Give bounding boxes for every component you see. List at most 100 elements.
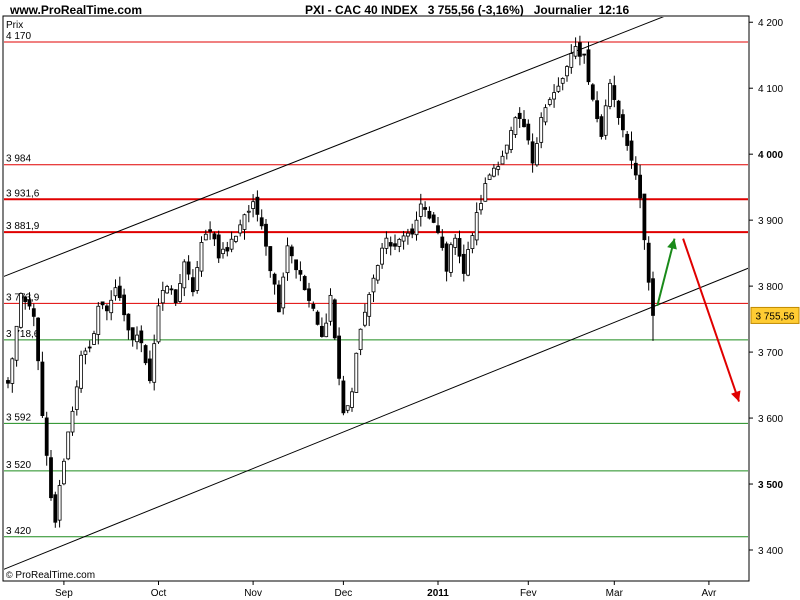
candle-body	[186, 261, 191, 275]
candle-body	[431, 214, 436, 223]
y-tick-label: 3 600	[758, 414, 783, 425]
candles-layer	[6, 35, 655, 528]
candle-body	[246, 210, 251, 213]
site-url[interactable]: www.ProRealTime.com	[10, 3, 143, 17]
candle-body	[513, 117, 518, 135]
x-tick-label: Avr	[701, 588, 716, 599]
candle-body	[569, 53, 574, 68]
candle-body	[332, 299, 337, 339]
candle-body	[44, 417, 49, 456]
candle-body	[281, 276, 286, 309]
candle-body	[345, 405, 350, 411]
y-tick-label: 3 400	[758, 546, 783, 557]
candle-body	[414, 219, 419, 236]
level-label: 3 592	[6, 412, 31, 423]
candle-body	[160, 289, 165, 304]
candle-body	[126, 313, 131, 331]
level-label: 4 170	[6, 31, 31, 42]
candle-body	[646, 242, 651, 283]
y-tick-label: 3 500	[758, 480, 783, 491]
candle-body	[105, 305, 109, 312]
candle-body	[122, 294, 126, 316]
candle-body	[40, 361, 45, 416]
arrow-up-icon	[667, 238, 677, 250]
candle-body	[225, 247, 230, 252]
chart-title: PXI - CAC 40 INDEX 3 755,56 (-3,16%) Jou…	[305, 3, 630, 17]
y-tick-label: 3 700	[758, 348, 783, 359]
candle-body	[517, 112, 522, 119]
arrow-shaft	[682, 238, 740, 402]
candle-body	[315, 311, 320, 325]
candle-body	[182, 261, 187, 289]
x-axis: Sep Oct Nov Dec 2011 Fev Mar Avr	[55, 581, 717, 599]
candle-body	[18, 293, 23, 328]
x-tick-label: Mar	[606, 588, 624, 599]
candle-body	[285, 245, 290, 274]
candle-body	[470, 235, 475, 249]
last-price-box	[750, 306, 800, 324]
x-tick-label: Sep	[55, 588, 73, 599]
candle-body	[504, 144, 509, 154]
level-label: 3 881,9	[6, 221, 40, 232]
candle-body	[268, 246, 273, 272]
candle-body	[522, 118, 526, 128]
candle-body	[169, 288, 174, 291]
level-label: 3 773,9	[6, 292, 40, 303]
candle-body	[31, 308, 36, 317]
copyright-notice: © ProRealTime.com	[6, 570, 95, 581]
arrow-down-icon	[731, 390, 741, 402]
candle-body	[208, 229, 213, 232]
candle-body	[526, 123, 531, 141]
trend-line	[4, 17, 665, 277]
trend-lines-layer	[4, 17, 748, 570]
candle-body	[143, 345, 148, 364]
candle-body	[380, 247, 385, 265]
y-tick-label: 4 200	[758, 18, 783, 29]
candle-body	[36, 317, 40, 362]
candle-body	[543, 107, 548, 123]
candle-body	[573, 46, 578, 57]
candle-body	[100, 301, 105, 306]
candle-body	[547, 99, 552, 105]
x-tick-label: Dec	[335, 588, 353, 599]
level-label: 3 520	[6, 460, 31, 471]
candle-body	[633, 162, 638, 176]
candle-body	[599, 116, 604, 137]
candle-body	[590, 84, 595, 100]
candle-body	[608, 82, 612, 107]
candle-body	[603, 105, 608, 136]
candle-body	[625, 133, 630, 146]
candle-body	[135, 334, 139, 343]
candle-body	[147, 358, 152, 382]
candle-body	[337, 335, 342, 379]
candle-body	[255, 196, 260, 215]
candle-body	[595, 100, 599, 119]
x-tick-label: Nov	[244, 588, 262, 599]
level-label: 3 984	[6, 154, 31, 165]
candle-body	[87, 346, 92, 349]
candle-body	[79, 354, 83, 389]
candle-body	[354, 352, 359, 393]
candle-body	[66, 431, 71, 460]
candle-body	[57, 485, 62, 521]
candle-body	[221, 248, 225, 255]
candle-body	[294, 259, 299, 271]
candle-body	[289, 246, 294, 257]
candle-body	[259, 217, 264, 227]
candle-body	[341, 380, 346, 414]
candle-body	[393, 243, 397, 247]
candle-body	[444, 243, 449, 272]
candle-body	[49, 457, 53, 499]
candle-body	[190, 277, 195, 293]
candle-body	[427, 210, 432, 219]
candle-body	[14, 325, 19, 361]
arrows-layer	[656, 238, 741, 402]
copyright-text: ProRealTime.com	[15, 570, 96, 581]
candle-body	[565, 66, 569, 77]
candle-body	[328, 294, 333, 322]
plot-frame	[2, 15, 750, 582]
arrow-shaft	[656, 238, 676, 307]
candle-body	[96, 305, 101, 335]
candle-body	[92, 333, 96, 345]
